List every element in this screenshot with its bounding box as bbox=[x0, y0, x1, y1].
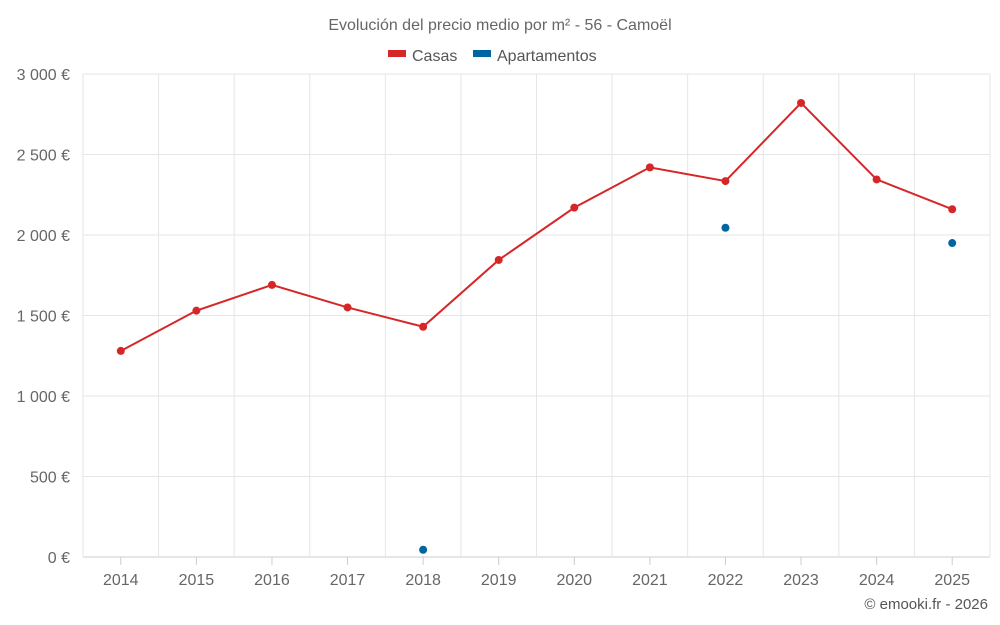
x-tick-label: 2014 bbox=[103, 572, 139, 589]
data-point-casas bbox=[192, 306, 201, 315]
y-axis: 0 € 500 € 1 000 € 1 500 € 2 000 € 2 500 € 3 00… bbox=[17, 67, 70, 567]
data-point-casas bbox=[419, 322, 428, 331]
y-tick-label: 3 000 € bbox=[17, 67, 70, 84]
data-point-casas bbox=[116, 346, 125, 355]
series-line-casas bbox=[120, 101, 953, 352]
x-tick-label: 2020 bbox=[556, 572, 592, 589]
data-point-casas bbox=[570, 203, 579, 212]
y-tick-label: 1 500 € bbox=[17, 309, 70, 326]
data-point-casas bbox=[721, 177, 730, 186]
x-tick-label: 2021 bbox=[632, 572, 668, 589]
y-tick-label: 500 € bbox=[30, 470, 70, 487]
data-point-casas bbox=[494, 255, 503, 264]
x-tick-label: 2016 bbox=[254, 572, 290, 589]
y-tick-label: 0 € bbox=[48, 550, 70, 567]
x-axis: 2014 2015 2016 2017 2018 2019 2020 2021 2022 2023… bbox=[103, 557, 970, 589]
y-tick-label: 1 000 € bbox=[17, 389, 70, 406]
data-point-apartamentos bbox=[721, 223, 730, 232]
data-point-casas bbox=[797, 98, 806, 107]
data-point-apartamentos bbox=[419, 545, 428, 554]
x-tick-label: 2022 bbox=[708, 572, 744, 589]
grid bbox=[82, 73, 991, 558]
y-tick-label: 2 500 € bbox=[17, 148, 70, 165]
x-tick-label: 2024 bbox=[859, 572, 895, 589]
x-tick-label: 2019 bbox=[481, 572, 517, 589]
legend: Casas Apartamentos bbox=[388, 48, 597, 65]
chart-title: Evolución del precio medio por m² - 56 -… bbox=[328, 17, 671, 34]
data-point-casas bbox=[645, 163, 654, 172]
series-layer bbox=[116, 98, 957, 554]
credit-text: © emooki.fr - 2026 bbox=[864, 596, 988, 613]
data-point-casas bbox=[267, 280, 276, 289]
x-tick-label: 2018 bbox=[405, 572, 441, 589]
legend-label-casas: Casas bbox=[412, 48, 457, 65]
x-tick-label: 2023 bbox=[783, 572, 819, 589]
data-point-casas bbox=[872, 175, 881, 184]
data-point-casas bbox=[948, 205, 957, 214]
x-tick-label: 2025 bbox=[934, 572, 970, 589]
data-point-casas bbox=[343, 303, 352, 312]
x-tick-label: 2015 bbox=[179, 572, 215, 589]
data-point-apartamentos bbox=[948, 239, 957, 248]
legend-swatch-casas bbox=[388, 50, 406, 57]
y-tick-label: 2 000 € bbox=[17, 228, 70, 245]
legend-label-apartamentos: Apartamentos bbox=[497, 48, 597, 65]
legend-swatch-apartamentos bbox=[473, 50, 491, 57]
x-tick-label: 2017 bbox=[330, 572, 366, 589]
